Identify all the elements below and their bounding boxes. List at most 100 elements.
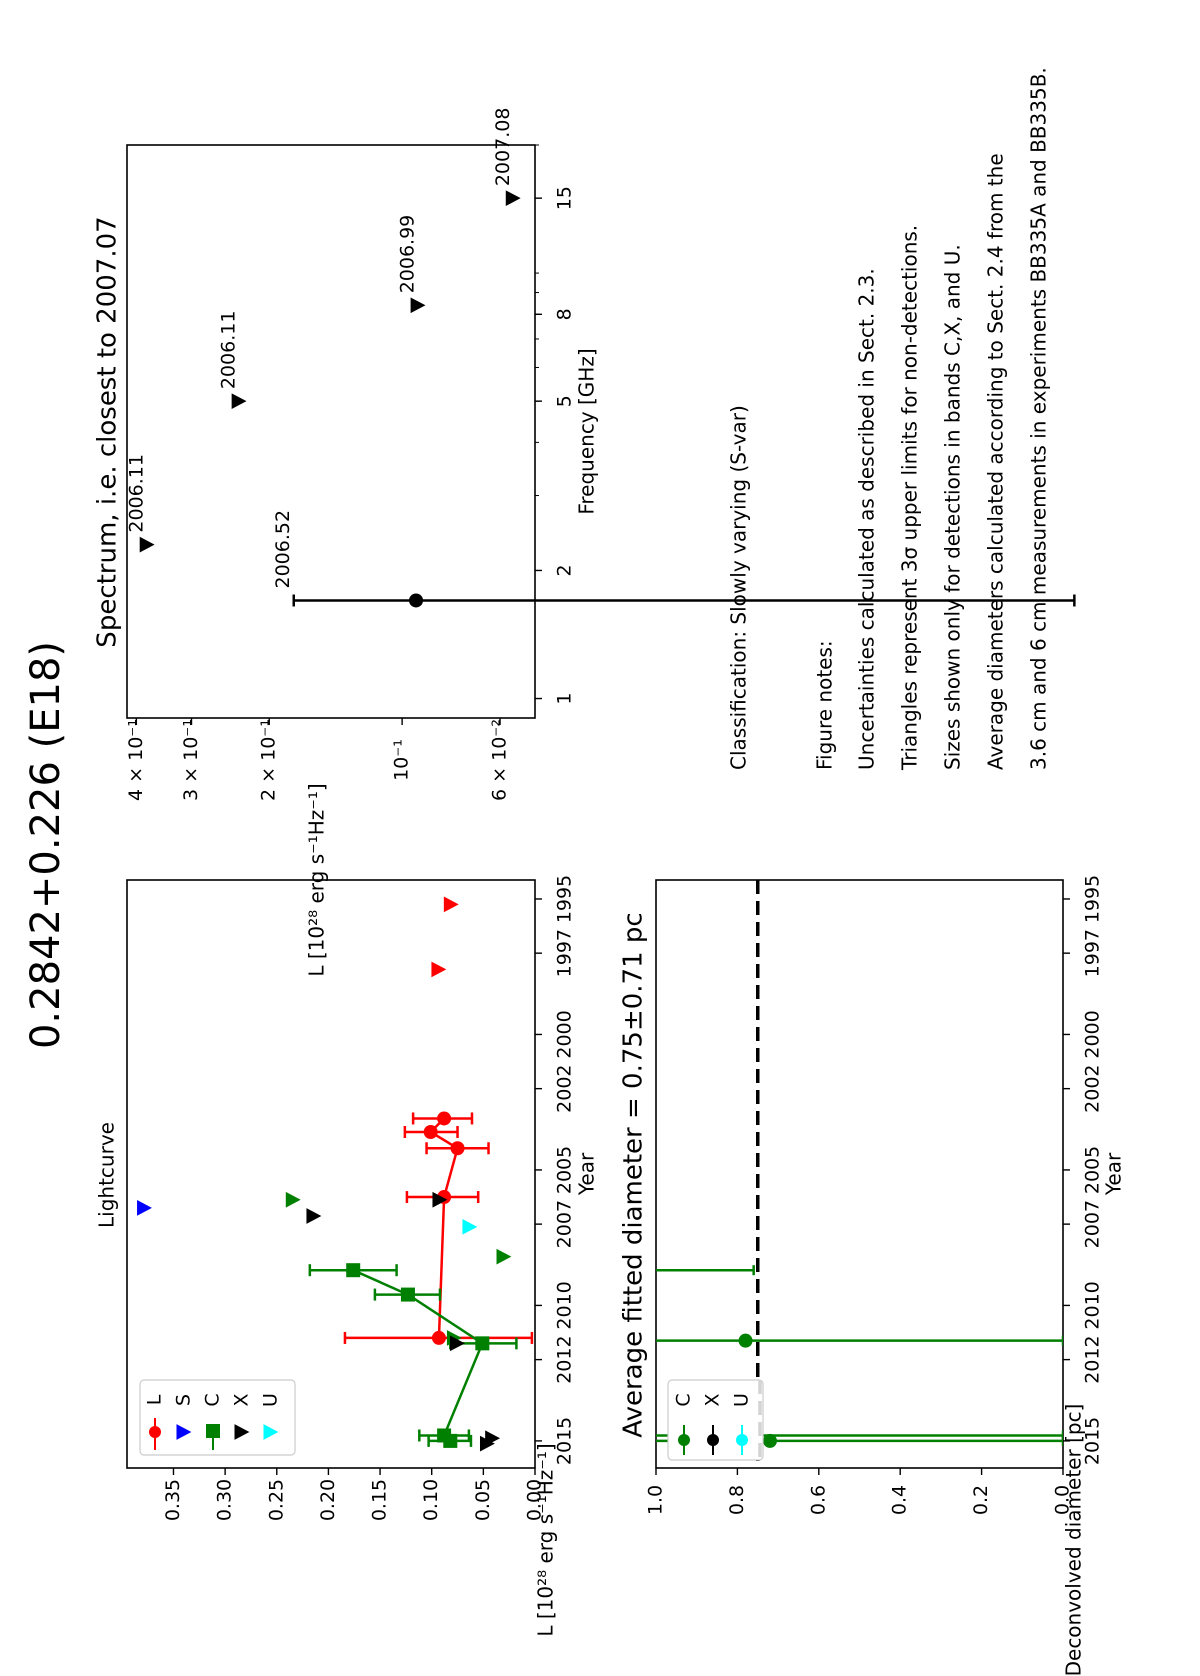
y-tick-label: 0.15 xyxy=(369,1479,391,1521)
x-tick-label: 2010 xyxy=(1082,1281,1104,1329)
upper-limit-X xyxy=(479,1435,495,1452)
spectrum-upper-limit xyxy=(505,190,521,206)
y-tick-label: 0.35 xyxy=(162,1479,184,1521)
y-tick-label: 0.2 xyxy=(970,1485,992,1515)
data-point-C xyxy=(443,1433,458,1448)
legend-label: S xyxy=(173,1394,195,1406)
figure-notes: Figure notes: Uncertainties calculated a… xyxy=(813,67,1051,771)
y-tick-label: 10⁻¹ xyxy=(391,739,413,781)
spectrum-upper-limit xyxy=(139,536,155,553)
x-tick-label: 2000 xyxy=(554,1010,576,1058)
legend-swatch xyxy=(707,1434,719,1446)
legend-swatch xyxy=(206,1424,220,1438)
data-point-L xyxy=(450,1141,465,1156)
legend-swatch xyxy=(263,1424,279,1440)
notes-line: Sizes shown only for detections in bands… xyxy=(941,244,965,770)
x-tick-label: 2007 xyxy=(1082,1200,1104,1248)
x-axis-label: Year xyxy=(575,1152,599,1196)
upper-limit-X xyxy=(306,1208,322,1224)
upper-limit-S xyxy=(137,1200,152,1216)
x-axis-label: Frequency [GHz] xyxy=(575,348,599,514)
y-axis-label: Deconvolved diameter [pc] xyxy=(1062,1404,1086,1676)
x-tick-label: 2 xyxy=(554,564,576,576)
upper-limit-X xyxy=(450,1335,465,1352)
y-tick-label: 3 × 10⁻¹ xyxy=(180,719,202,801)
classification-text: Classification: Slowly varying (S-var) xyxy=(727,405,751,770)
legend-label: X xyxy=(231,1393,253,1406)
y-tick-label: 2 × 10⁻¹ xyxy=(258,719,280,801)
spectrum-upper-limit xyxy=(410,297,426,314)
notes-heading: Figure notes: xyxy=(813,640,837,770)
data-point-L xyxy=(437,1111,452,1126)
x-tick-label: 1997 xyxy=(1082,929,1104,977)
x-tick-label: 8 xyxy=(554,308,576,320)
data-point-C xyxy=(346,1263,361,1278)
spectrum-upper-limit xyxy=(231,393,247,409)
legend-swatch xyxy=(234,1424,250,1440)
notes-line: Triangles represent 3σ upper limits for … xyxy=(898,225,922,771)
legend-swatch xyxy=(149,1426,161,1438)
y-tick-label: 4 × 10⁻¹ xyxy=(125,719,147,801)
point-label: 2006.52 xyxy=(272,510,294,589)
y-tick-label: 0.00 xyxy=(524,1479,546,1521)
data-point-L xyxy=(431,1330,446,1345)
data-point-C xyxy=(475,1336,490,1351)
spectrum-frame xyxy=(126,144,536,719)
x-tick-label: 2012 xyxy=(554,1335,576,1383)
point-label: 2006.11 xyxy=(126,454,148,533)
x-tick-label: 2005 xyxy=(554,1146,576,1194)
legend-label: L xyxy=(144,1394,166,1405)
legend-box xyxy=(667,1379,764,1461)
x-tick-label: 15 xyxy=(554,186,576,210)
y-tick-label: 0.0 xyxy=(1052,1485,1074,1515)
x-tick-label: 2007 xyxy=(554,1200,576,1248)
x-tick-label: 1995 xyxy=(1082,875,1104,923)
x-tick-label: 2002 xyxy=(554,1064,576,1112)
y-axis-label: L [10²⁸ erg s⁻¹Hz⁻¹] xyxy=(534,1443,558,1636)
notes-line: Average diameters calculated according t… xyxy=(984,153,1008,770)
data-point-C xyxy=(762,1433,777,1448)
legend-label: U xyxy=(731,1393,753,1407)
data-point-L xyxy=(423,1125,438,1139)
x-axis-label: Year xyxy=(1102,1152,1126,1196)
legend-label: C xyxy=(673,1393,695,1406)
plot-area: 1995199720002002200520072010201220150.00… xyxy=(93,108,1126,1676)
x-tick-label: 1995 xyxy=(554,875,576,923)
notes-line: 3.6 cm and 6 cm measurements in experime… xyxy=(1027,67,1051,770)
data-point-C xyxy=(400,1287,415,1302)
x-tick-label: 2015 xyxy=(554,1417,576,1465)
point-label: 2006.99 xyxy=(397,215,419,294)
x-tick-label: 2002 xyxy=(1082,1064,1104,1112)
point-label: 2007.08 xyxy=(492,108,514,187)
chart-title: Lightcurve xyxy=(95,1122,119,1228)
upper-limit-X xyxy=(432,1191,448,1208)
legend-swatch xyxy=(176,1424,192,1440)
diameter-frame xyxy=(655,879,1064,1469)
chart-title: Spectrum, i.e. closest to 2007.07 xyxy=(93,216,123,647)
data-point-C xyxy=(405,1263,419,1277)
y-tick-label: 0.25 xyxy=(265,1479,287,1521)
lightcurve-frame xyxy=(126,879,536,1469)
legend-label: C xyxy=(202,1393,224,1406)
y-axis-label: L [10²⁸ erg s⁻¹Hz⁻¹] xyxy=(305,783,329,976)
figure-title: 0.2842+0.226 (E18) xyxy=(23,641,69,1049)
upper-limit-C xyxy=(285,1191,301,1208)
x-tick-label: 2000 xyxy=(1082,1010,1104,1058)
y-tick-label: 0.8 xyxy=(726,1485,748,1515)
upper-limit-U xyxy=(462,1219,478,1235)
x-tick-label: 1 xyxy=(554,692,576,704)
legend-box xyxy=(139,1379,296,1456)
legend-label: U xyxy=(260,1393,282,1407)
x-tick-label: 2015 xyxy=(1082,1417,1104,1465)
upper-limit-C xyxy=(496,1248,512,1265)
chart-title: Average fitted diameter = 0.75±0.71 pc xyxy=(619,912,649,1437)
x-tick-label: 1997 xyxy=(554,929,576,977)
spectrum-data-point xyxy=(409,593,424,608)
y-tick-label: 0.10 xyxy=(420,1479,442,1521)
legend-swatch xyxy=(678,1434,690,1446)
upper-limit-L xyxy=(443,896,459,913)
data-point-C xyxy=(738,1333,753,1348)
point-label: 2006.11 xyxy=(218,311,240,390)
x-tick-label: 2005 xyxy=(1082,1146,1104,1194)
legend-swatch xyxy=(736,1434,748,1446)
